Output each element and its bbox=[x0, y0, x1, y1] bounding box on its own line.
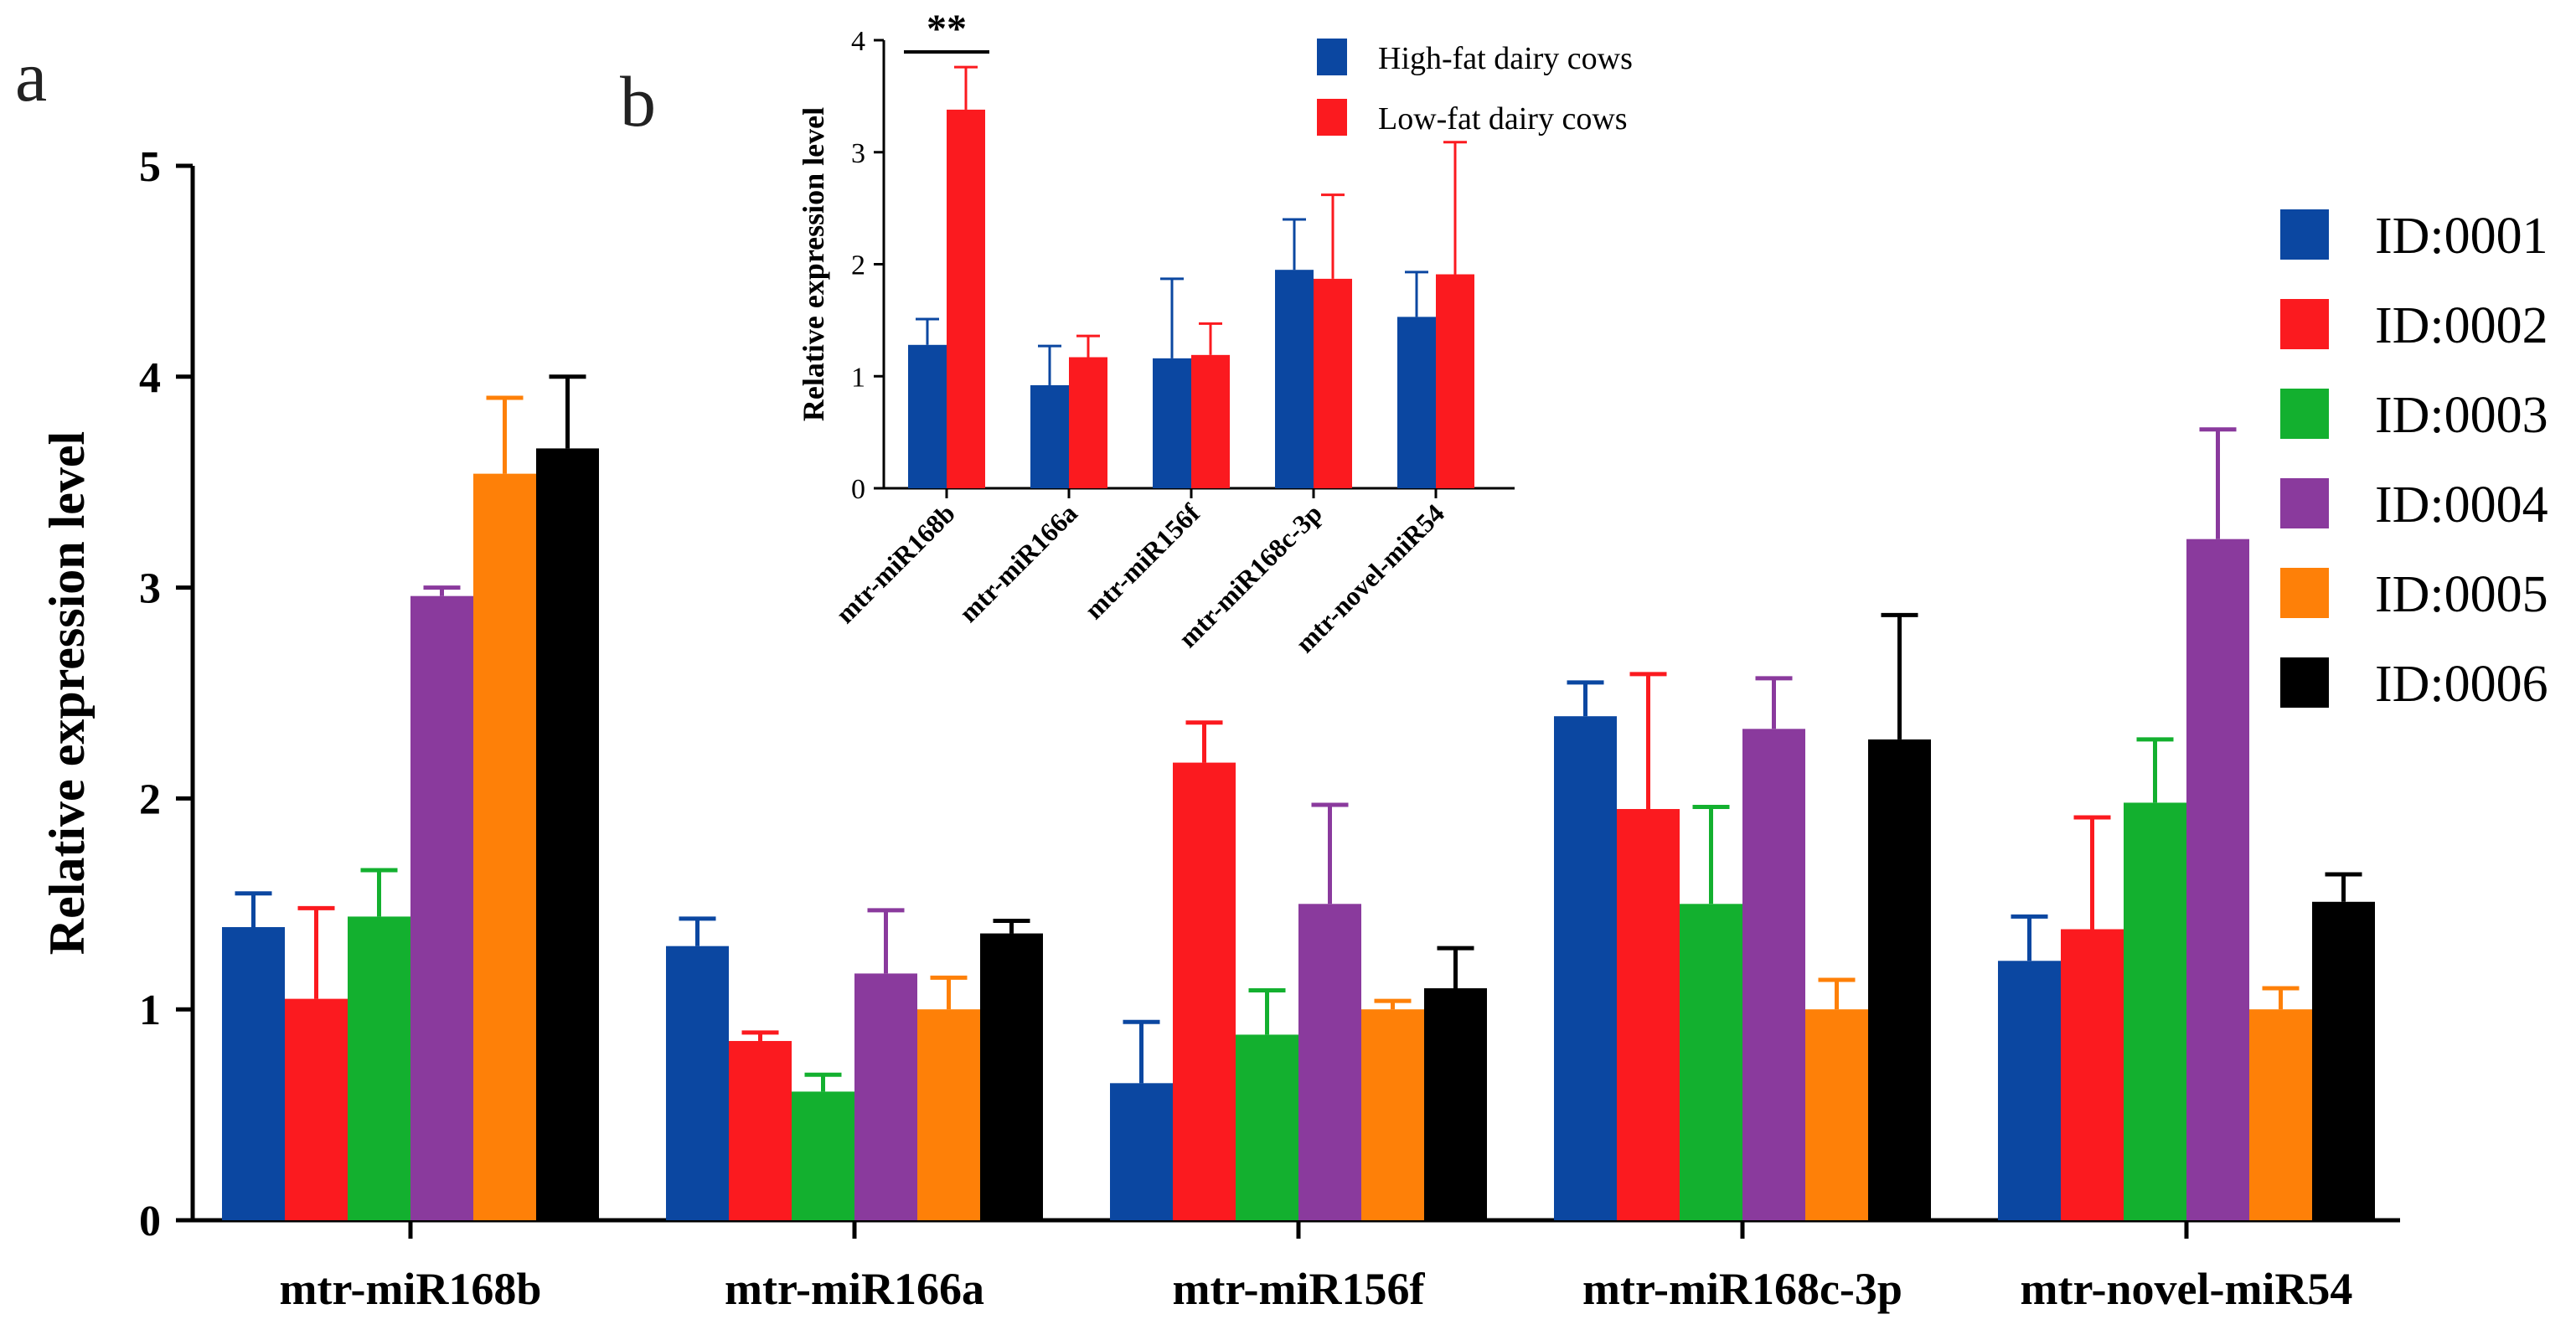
chart-b-y-tick-label: 4 bbox=[851, 26, 865, 57]
chart-a-bar bbox=[2186, 539, 2249, 1220]
chart-b-y-tick-label: 1 bbox=[851, 362, 865, 393]
chart-a-legend-label: ID:0004 bbox=[2375, 477, 2548, 533]
chart-a-bar bbox=[473, 473, 536, 1220]
chart-a-bar bbox=[1742, 729, 1805, 1220]
chart-b-y-axis-label: Relative expression level bbox=[797, 107, 830, 421]
chart-a-bar bbox=[348, 916, 410, 1220]
panel-b-label: b bbox=[620, 61, 656, 142]
chart-a-legend-label: ID:0002 bbox=[2375, 297, 2548, 354]
chart-a-category-label: mtr-miR168c-3p bbox=[1582, 1264, 1902, 1314]
chart-a-bar bbox=[917, 1009, 980, 1220]
chart-a-legend-label: ID:0006 bbox=[2375, 656, 2548, 713]
chart-a-bar bbox=[980, 933, 1043, 1220]
chart-a-legend-label: ID:0005 bbox=[2375, 566, 2548, 623]
chart-b-bar bbox=[1069, 357, 1107, 488]
chart-a-legend-swatch bbox=[2280, 299, 2329, 349]
chart-a-bar bbox=[2124, 802, 2186, 1220]
chart-a-bar bbox=[1617, 808, 1680, 1220]
panel-a-label: a bbox=[15, 36, 47, 116]
chart-b-legend-label: Low-fat dairy cows bbox=[1378, 101, 1628, 137]
chart-b-bar bbox=[1153, 358, 1191, 488]
chart-b-bar bbox=[1397, 317, 1436, 488]
chart-b-bar bbox=[947, 109, 985, 489]
chart-a-bar bbox=[1298, 904, 1361, 1220]
chart-b-legend-label: High-fat dairy cows bbox=[1378, 41, 1633, 76]
chart-b-category-label: mtr-miR156f bbox=[1078, 497, 1205, 625]
chart-a-category-label: mtr-miR166a bbox=[725, 1264, 984, 1314]
chart-b-bar bbox=[1436, 274, 1474, 488]
chart-b-bar bbox=[908, 344, 947, 488]
chart-a-bar bbox=[666, 946, 729, 1220]
chart-b-y-tick-label: 0 bbox=[851, 474, 865, 505]
chart-a-y-tick-label: 1 bbox=[139, 987, 161, 1034]
chart-b-inset-bar-chart: 0 1 2 3 4 Relative expression level mtr-miR168… bbox=[797, 7, 1633, 658]
chart-a-legend-swatch bbox=[2280, 568, 2329, 618]
chart-b-significance-label: ** bbox=[927, 7, 967, 51]
chart-a-legend-label: ID:0001 bbox=[2375, 208, 2548, 265]
chart-a-bar bbox=[285, 998, 348, 1220]
chart-a-legend-swatch bbox=[2280, 657, 2329, 708]
chart-a-category-label: mtr-novel-miR54 bbox=[2021, 1264, 2353, 1314]
chart-a-main-bar-chart: 0 1 2 3 4 5 Relative expression level mtr-miR16… bbox=[39, 143, 2548, 1314]
chart-a-bar bbox=[1805, 1009, 1868, 1220]
chart-a-legend-swatch bbox=[2280, 389, 2329, 439]
chart-b-bar bbox=[1191, 354, 1230, 488]
chart-b-bar bbox=[1314, 278, 1352, 488]
chart-a-bar bbox=[1110, 1083, 1173, 1220]
chart-a-category-label: mtr-miR156f bbox=[1173, 1264, 1426, 1314]
chart-a-y-tick-label: 5 bbox=[139, 143, 161, 191]
chart-a-bar bbox=[729, 1040, 792, 1220]
chart-a-bar bbox=[792, 1091, 854, 1220]
chart-a-bar bbox=[222, 926, 285, 1220]
chart-a-bar bbox=[2249, 1009, 2312, 1220]
chart-b-bar bbox=[1030, 384, 1069, 488]
chart-a-y-tick-label: 4 bbox=[139, 354, 161, 402]
chart-a-legend-swatch bbox=[2280, 478, 2329, 528]
chart-a-y-tick-label: 0 bbox=[139, 1198, 161, 1245]
chart-a-bar bbox=[854, 973, 917, 1220]
chart-b-bar bbox=[1275, 270, 1314, 488]
chart-a-bar bbox=[1173, 762, 1236, 1220]
chart-a-category-label: mtr-miR168b bbox=[280, 1264, 542, 1314]
chart-a-bar bbox=[1236, 1034, 1298, 1220]
chart-b-category-label: mtr-miR168b bbox=[829, 497, 961, 629]
chart-a-bar bbox=[1424, 988, 1487, 1220]
chart-a-y-tick-label: 3 bbox=[139, 565, 161, 613]
chart-a-bar bbox=[2061, 929, 2124, 1220]
chart-a-bar bbox=[2312, 901, 2375, 1220]
chart-b-legend-swatch bbox=[1317, 39, 1347, 75]
chart-b-y-tick-label: 2 bbox=[851, 250, 865, 281]
chart-a-bar bbox=[1554, 716, 1617, 1220]
chart-a-bar bbox=[536, 448, 599, 1220]
chart-a-legend-label: ID:0003 bbox=[2375, 387, 2548, 444]
chart-a-bar bbox=[1680, 904, 1742, 1220]
chart-b-category-label: mtr-miR166a bbox=[953, 497, 1083, 627]
chart-a-bar bbox=[410, 595, 473, 1220]
chart-b-legend-swatch bbox=[1317, 99, 1347, 136]
chart-a-legend-swatch bbox=[2280, 209, 2329, 260]
chart-a-y-axis-label: Relative expression level bbox=[39, 431, 95, 955]
chart-a-bar bbox=[1998, 961, 2061, 1220]
chart-a-y-tick-label: 2 bbox=[139, 776, 161, 823]
chart-b-y-tick-label: 3 bbox=[851, 138, 865, 169]
chart-a-bar bbox=[1361, 1009, 1424, 1220]
chart-a-bar bbox=[1868, 739, 1931, 1220]
